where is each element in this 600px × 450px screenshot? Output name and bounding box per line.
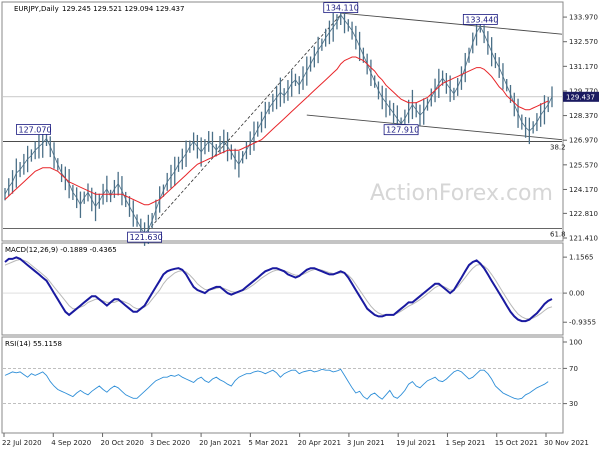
trendline-dashed — [144, 14, 342, 235]
rsi-panel-frame — [1, 336, 564, 434]
x-tick-label: 30 Nov 2021 — [544, 439, 589, 447]
x-tick-label: 5 Mar 2021 — [248, 439, 288, 447]
y-tick-label: 125.570 — [569, 161, 598, 169]
rsi-series — [3, 368, 562, 404]
price-callout-box — [127, 231, 162, 243]
x-tick-label: 3 Dec 2020 — [150, 439, 190, 447]
macd-y-tick-label: 1.1565 — [569, 254, 594, 262]
macd-series — [3, 256, 562, 323]
x-axis: 22 Jul 2020 4 Sep 2020 20 Oct 2020 3 Dec 20… — [2, 433, 589, 447]
price-annotations: 134.110 133.440 127.070 127.910 121.630 — [16, 2, 498, 243]
chart-header-symbol: EURJPY,Daily — [14, 5, 59, 13]
price-panel-frame — [1, 1, 564, 242]
price-callout-label: 134.110 — [326, 4, 359, 13]
rsi-y-axis: 100 70 30 — [563, 339, 582, 408]
price-callout-box — [462, 14, 498, 25]
y-tick-label: 128.370 — [569, 112, 598, 120]
chart-header-ohlc: 129.245 129.521 129.094 129.437 — [62, 5, 184, 13]
x-tick-label: 20 Apr 2021 — [298, 439, 341, 447]
x-tick-label: 22 Jul 2020 — [2, 439, 42, 447]
ma-line — [4, 56, 549, 206]
x-tick-label: 20 Jan 2021 — [199, 439, 241, 447]
rsi-y-tick-label: 100 — [569, 339, 582, 347]
moving-average-series — [4, 56, 549, 206]
fib-level-label: 38.2 — [550, 143, 566, 151]
last-price-tag — [563, 91, 599, 102]
y-tick-label: 132.570 — [569, 38, 598, 46]
rsi-y-tick-label: 70 — [569, 365, 578, 373]
y-tick-label: 121.410 — [569, 235, 598, 243]
price-line — [4, 13, 553, 235]
macd-panel-frame — [1, 242, 564, 336]
price-grid: 38.2 61.8 — [3, 96, 566, 239]
last-price-tag-label: 129.437 — [566, 93, 595, 101]
x-tick-label: 3 Jun 2021 — [347, 439, 385, 447]
channel-lower-line — [306, 114, 563, 141]
x-tick-label: 19 Jul 2021 — [396, 439, 436, 447]
price-callout-label: 127.070 — [18, 125, 51, 134]
y-tick-label: 129.770 — [569, 87, 598, 95]
macd-y-tick-label: 0.00 — [569, 290, 585, 298]
price-callout-box — [323, 2, 359, 14]
fib-level-label: 61.8 — [550, 231, 566, 239]
channel-lines — [144, 12, 563, 235]
x-tick-label: 4 Sep 2020 — [51, 439, 91, 447]
x-tick-label: 20 Oct 2020 — [101, 439, 144, 447]
price-callout-label: 121.630 — [130, 233, 163, 242]
price-callout-label: 133.440 — [465, 15, 498, 24]
y-tick-label: 133.970 — [569, 14, 598, 22]
price-callout-box — [16, 124, 51, 135]
x-tick-label: 1 Sep 2021 — [445, 439, 485, 447]
y-tick-label: 126.970 — [569, 137, 598, 145]
price-callout-label: 127.910 — [386, 126, 419, 135]
watermark: ActionForex.com — [370, 181, 553, 206]
macd-signal-line — [4, 258, 553, 320]
price-callout-box — [383, 124, 419, 136]
y-tick-label: 122.810 — [569, 210, 598, 218]
macd-y-tick-label: -0.9355 — [569, 319, 596, 327]
y-tick-label: 131.170 — [569, 63, 598, 71]
price-series — [4, 4, 553, 246]
x-tick-label: 15 Oct 2021 — [495, 439, 538, 447]
rsi-header: RSI(14) 55.1158 — [5, 340, 62, 348]
price-y-axis: 133.970 132.570 131.170 129.770 128.370 126.9… — [563, 14, 599, 243]
macd-main-line — [4, 256, 553, 323]
rsi-line — [4, 368, 549, 400]
rsi-y-tick-label: 30 — [569, 400, 578, 408]
macd-header: MACD(12,26,9) -0.1889 -0.4365 — [5, 246, 117, 254]
y-tick-label: 124.170 — [569, 186, 598, 194]
macd-y-axis: 1.1565 0.00 -0.9355 — [563, 254, 596, 327]
channel-upper-line — [340, 12, 563, 35]
